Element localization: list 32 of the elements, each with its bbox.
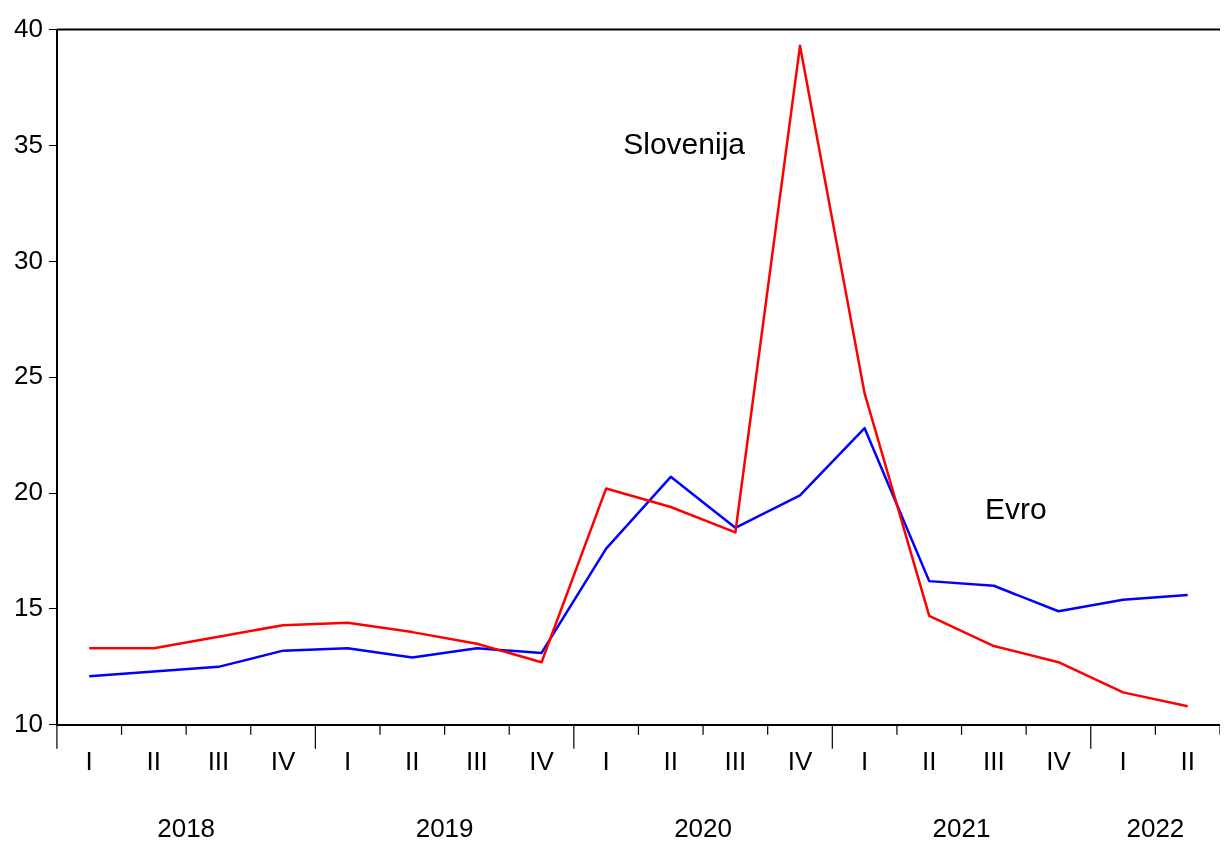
- text: 2022: [1126, 812, 1185, 843]
- text: 2019: [415, 812, 474, 843]
- x-tick-label: II: [922, 745, 937, 776]
- x-tick-label: II: [146, 745, 162, 776]
- x-tick-label: II: [405, 745, 420, 776]
- x-tick-label: II: [1180, 745, 1195, 776]
- x-tick-label: III: [207, 745, 230, 776]
- y-tick-label: 15: [14, 592, 43, 623]
- x-tick-label: I: [344, 745, 352, 776]
- x-tick-label: IV: [529, 745, 555, 776]
- y-tick-label: 20: [14, 476, 43, 507]
- x-tick-label: I: [602, 745, 610, 776]
- x-tick-label: III: [724, 745, 747, 776]
- x-tick-label: III: [983, 745, 1005, 776]
- text: 2020: [674, 812, 732, 843]
- x-tick-label: I: [1119, 745, 1127, 776]
- series-label: Slovenija: [623, 127, 746, 161]
- x-tick-label: II: [663, 745, 678, 776]
- x-tick-label: I: [85, 745, 93, 776]
- text: 2018: [157, 812, 216, 843]
- y-tick-label: 35: [14, 128, 43, 159]
- y-tick-label: 10: [14, 707, 43, 738]
- x-tick-label: I: [861, 745, 869, 776]
- x-tick-label: IV: [270, 745, 297, 776]
- y-tick-label: 40: [14, 12, 43, 43]
- x-tick-label: IV: [787, 745, 813, 776]
- series-label: Evro: [985, 492, 1047, 526]
- x-tick-label: III: [466, 745, 488, 776]
- y-tick-label: 25: [14, 360, 43, 391]
- x-tick-label: IV: [1046, 745, 1072, 776]
- y-tick-label: 30: [14, 244, 43, 275]
- text: 2021: [932, 812, 991, 843]
